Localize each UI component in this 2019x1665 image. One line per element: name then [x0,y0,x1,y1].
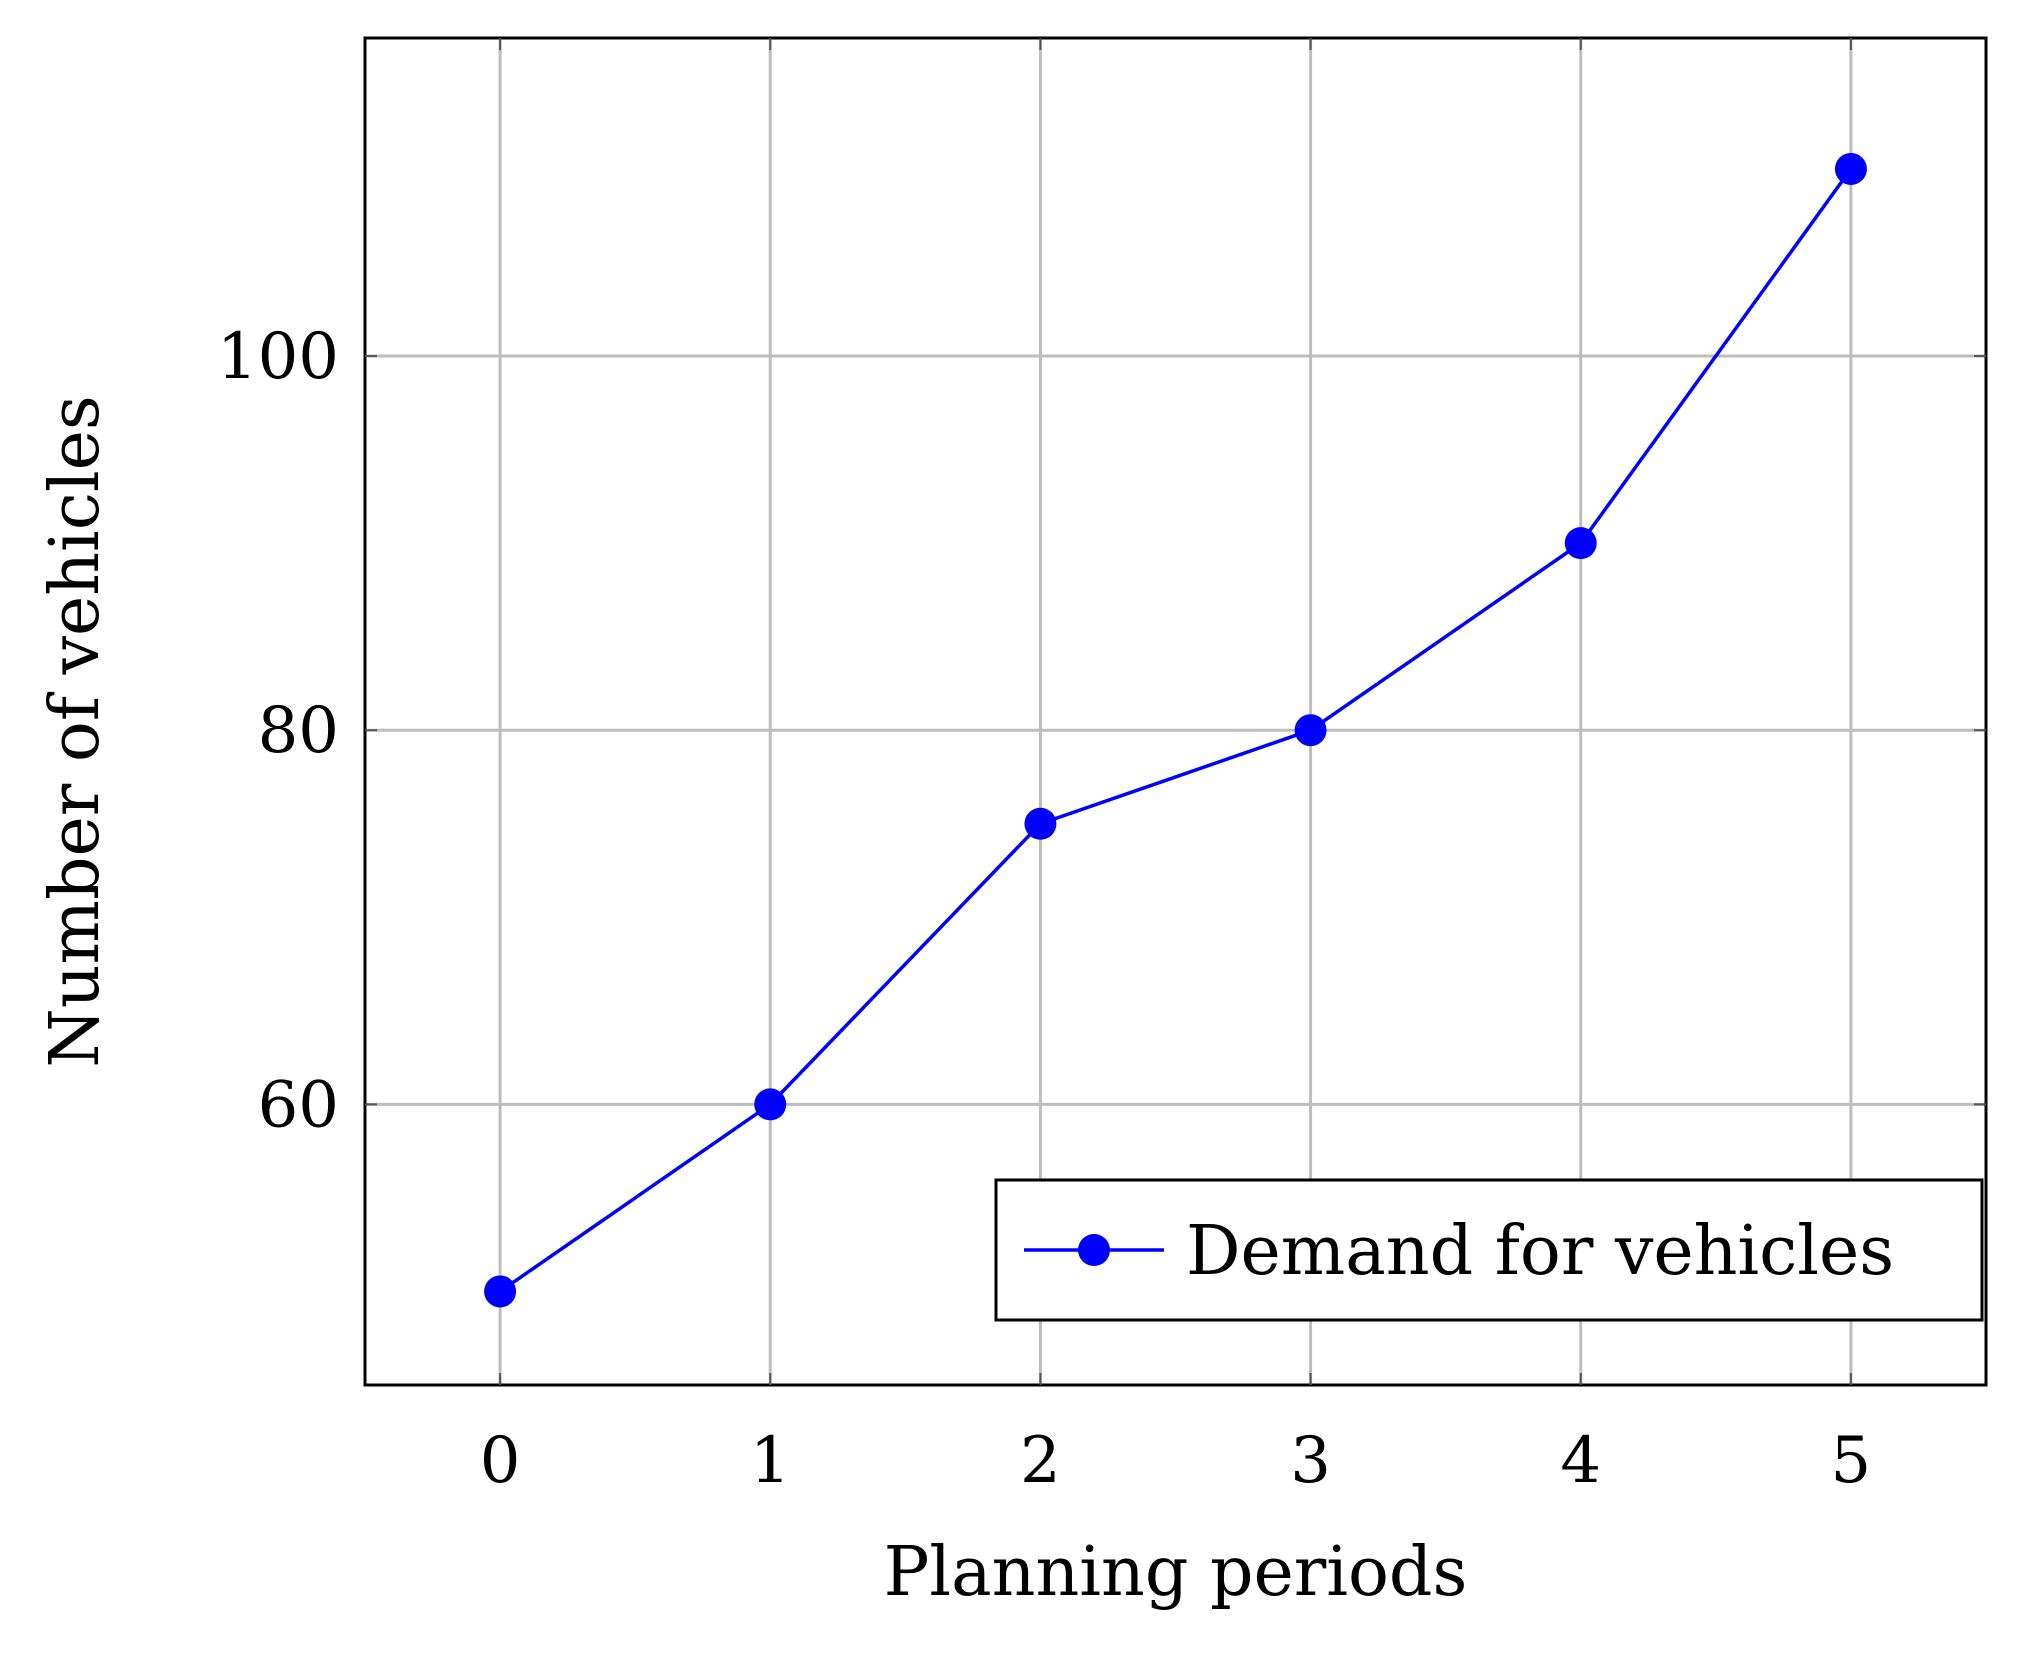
x-tick-labels: 0 1 2 3 4 5 [480,1424,1872,1498]
data-point [484,1275,517,1308]
data-point [1024,807,1057,840]
legend: Demand for vehicles [994,1178,1984,1322]
x-tick-label: 4 [1560,1424,1601,1498]
data-point [1834,152,1867,185]
y-tick-labels: 60 80 100 [217,320,339,1142]
x-tick-label: 3 [1290,1424,1331,1498]
series-layer [484,152,1867,1308]
y-tick-label: 60 [258,1068,339,1142]
data-point [1564,527,1597,560]
x-tick-label: 1 [750,1424,791,1498]
x-tick-label: 0 [480,1424,521,1498]
axis-ticks [365,38,1986,1385]
data-point [1294,714,1327,747]
x-tick-label: 5 [1831,1424,1872,1498]
y-tick-label: 100 [217,320,339,394]
series-line [499,167,1853,1293]
y-tick-label: 80 [258,694,339,768]
data-point [754,1088,787,1121]
legend-label: Demand for vehicles [1186,1212,1894,1291]
y-axis-label: Number of vehicles [36,395,115,1068]
legend-marker [1078,1234,1110,1266]
x-axis-label: Planning periods [884,1533,1468,1612]
x-tick-label: 2 [1020,1424,1061,1498]
plot-frame [363,36,1988,1387]
